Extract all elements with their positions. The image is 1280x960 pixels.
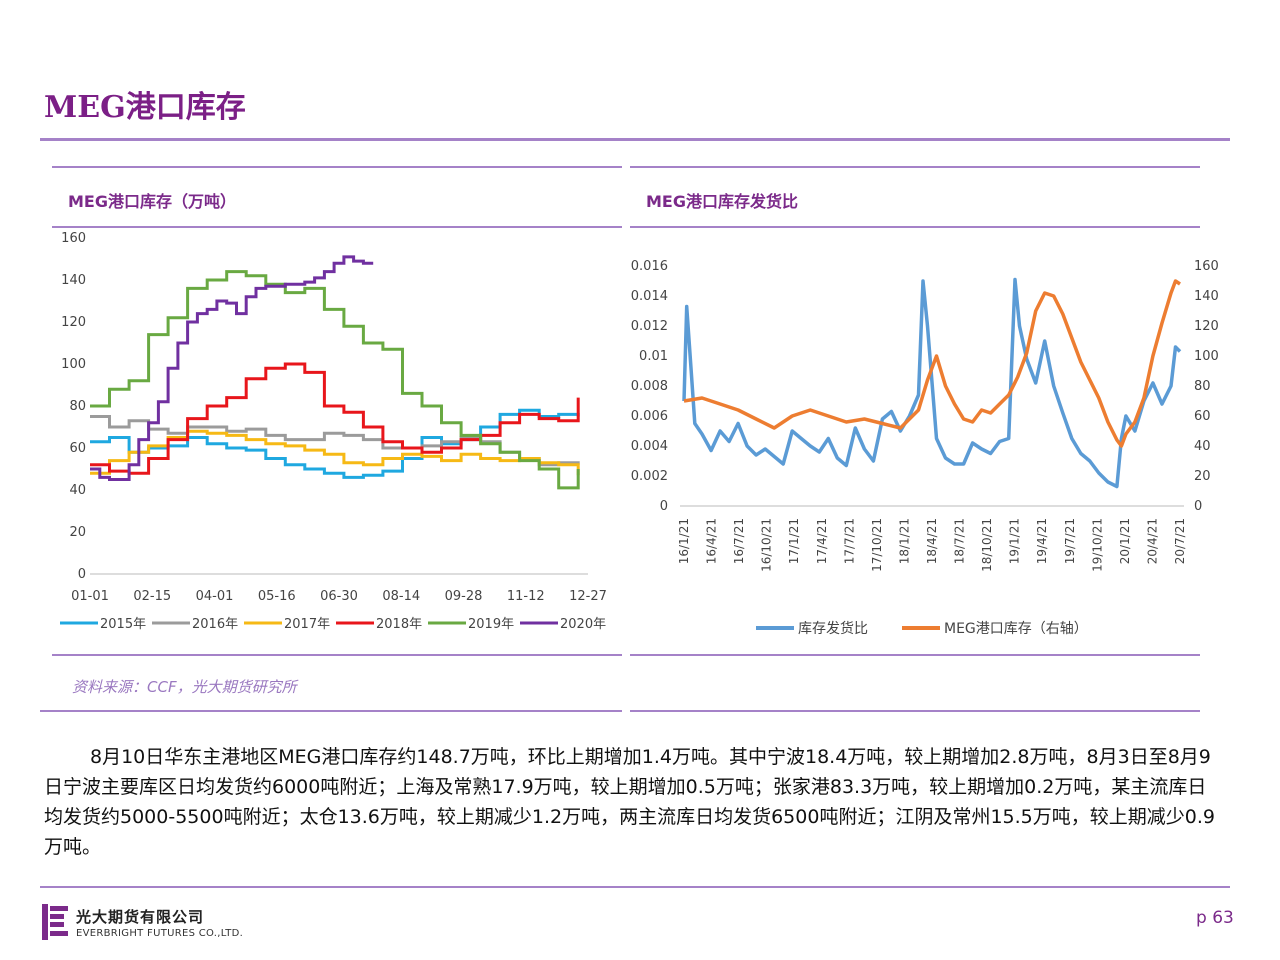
series-line-2018年	[90, 362, 580, 475]
x-tick-label: 02-15	[133, 589, 171, 604]
x-tick-label: 11-12	[507, 589, 545, 604]
source-bottom-rule-right	[630, 710, 1200, 712]
y-right-tick-label: 40	[1194, 439, 1211, 454]
chart1-title: MEG港口库存（万吨）	[68, 192, 236, 211]
y-left-tick-label: 0.012	[631, 319, 668, 334]
x-tick-label: 18/7/21	[953, 518, 967, 564]
chart2-title: MEG港口库存发货比	[646, 192, 798, 211]
y-right-tick-label: 160	[1194, 259, 1219, 274]
right-panel-bottom-rule	[630, 654, 1200, 656]
legend-label: 2015年	[100, 617, 146, 632]
company-name-en: EVERBRIGHT FUTURES CO.,LTD.	[76, 928, 244, 939]
x-tick-label: 20/7/21	[1173, 518, 1187, 564]
x-tick-label: 05-16	[258, 589, 296, 604]
company-logo-icon	[42, 904, 68, 940]
page-number: p 63	[1196, 908, 1234, 928]
x-tick-label: 16/1/21	[677, 518, 691, 564]
y-tick-label: 0	[78, 567, 86, 582]
x-tick-label: 04-01	[196, 589, 234, 604]
y-left-tick-label: 0.002	[631, 469, 668, 484]
x-tick-label: 09-28	[445, 589, 483, 604]
y-tick-label: 140	[61, 273, 86, 288]
series-line-2019年	[90, 270, 580, 490]
company-name-cn: 光大期货有限公司	[76, 908, 205, 926]
x-tick-label: 18/10/21	[980, 518, 994, 572]
y-left-tick-label: 0.014	[631, 289, 668, 304]
x-tick-label: 16/10/21	[760, 518, 774, 572]
x-tick-label: 19/7/21	[1063, 518, 1077, 564]
y-left-tick-label: 0	[660, 499, 668, 514]
y-right-tick-label: 120	[1194, 319, 1219, 334]
x-tick-label: 16/7/21	[732, 518, 746, 564]
x-tick-label: 17/7/21	[842, 518, 856, 564]
x-tick-label: 18/1/21	[897, 518, 911, 564]
y-left-tick-label: 0.01	[639, 349, 668, 364]
y-tick-label: 100	[61, 357, 86, 372]
right-panel-top-rule	[630, 166, 1200, 168]
legend-label: 2016年	[192, 617, 238, 632]
source-bottom-rule	[40, 710, 622, 712]
x-tick-label: 19/1/21	[1008, 518, 1022, 564]
x-tick-label: 16/4/21	[705, 518, 719, 564]
x-tick-label: 01-01	[71, 589, 109, 604]
legend-label: 库存发货比	[798, 620, 868, 637]
x-tick-label: 12-27	[569, 589, 607, 604]
x-tick-label: 18/4/21	[925, 518, 939, 564]
footer-divider	[40, 886, 1230, 888]
series-line-2020年	[90, 255, 374, 481]
x-tick-label: 19/10/21	[1090, 518, 1104, 572]
left-panel-top-rule	[52, 166, 622, 168]
legend-label: 2017年	[284, 617, 330, 632]
y-tick-label: 160	[61, 231, 86, 246]
series-line-2017年	[90, 429, 580, 476]
x-tick-label: 17/10/21	[870, 518, 884, 572]
legend-label: 2020年	[560, 617, 606, 632]
y-right-tick-label: 100	[1194, 349, 1219, 364]
x-tick-label: 17/1/21	[787, 518, 801, 564]
x-tick-label: 19/4/21	[1035, 518, 1049, 564]
x-tick-label: 08-14	[382, 589, 420, 604]
y-right-tick-label: 140	[1194, 289, 1219, 304]
y-tick-label: 20	[69, 525, 86, 540]
left-panel-title-rule	[52, 226, 622, 228]
y-left-tick-label: 0.008	[631, 379, 668, 394]
x-tick-label: 06-30	[320, 589, 358, 604]
left-panel-bottom-rule	[52, 654, 622, 656]
x-tick-label: 17/4/21	[815, 518, 829, 564]
y-left-tick-label: 0.004	[631, 439, 668, 454]
title-divider	[40, 138, 1230, 141]
series-line-MEG港口库存（右轴）	[683, 279, 1181, 448]
y-right-tick-label: 0	[1194, 499, 1202, 514]
inventory-chart: 0 20 40 60 80 100 120 140 160 01-01 02-15 04-01 05-1…	[60, 231, 607, 632]
y-tick-label: 60	[69, 441, 86, 456]
body-paragraph: 8月10日华东主港地区MEG港口库存约148.7万吨，环比上期增加1.4万吨。其…	[44, 746, 1215, 858]
y-left-tick-label: 0.006	[631, 409, 668, 424]
y-right-tick-label: 20	[1194, 469, 1211, 484]
legend-label: MEG港口库存（右轴）	[944, 621, 1088, 637]
series-line-2015年	[90, 408, 580, 479]
y-tick-label: 80	[69, 399, 86, 414]
y-right-tick-label: 80	[1194, 379, 1211, 394]
legend-label: 2019年	[468, 617, 514, 632]
source-note: 资料来源：CCF，光大期货研究所	[72, 678, 297, 696]
legend-label: 2018年	[376, 617, 422, 632]
page-title: MEG港口库存	[44, 90, 246, 125]
x-tick-label: 20/4/21	[1145, 518, 1159, 564]
series-line-库存发货比	[682, 277, 1182, 489]
y-tick-label: 120	[61, 315, 86, 330]
x-tick-label: 20/1/21	[1118, 518, 1132, 564]
y-right-tick-label: 60	[1194, 409, 1211, 424]
right-panel-title-rule	[630, 226, 1200, 228]
ratio-chart: 0 0.002 0.004 0.006 0.008 0.01 0.012 0.014 0.016…	[631, 259, 1219, 637]
y-tick-label: 40	[69, 483, 86, 498]
y-left-tick-label: 0.016	[631, 259, 668, 274]
